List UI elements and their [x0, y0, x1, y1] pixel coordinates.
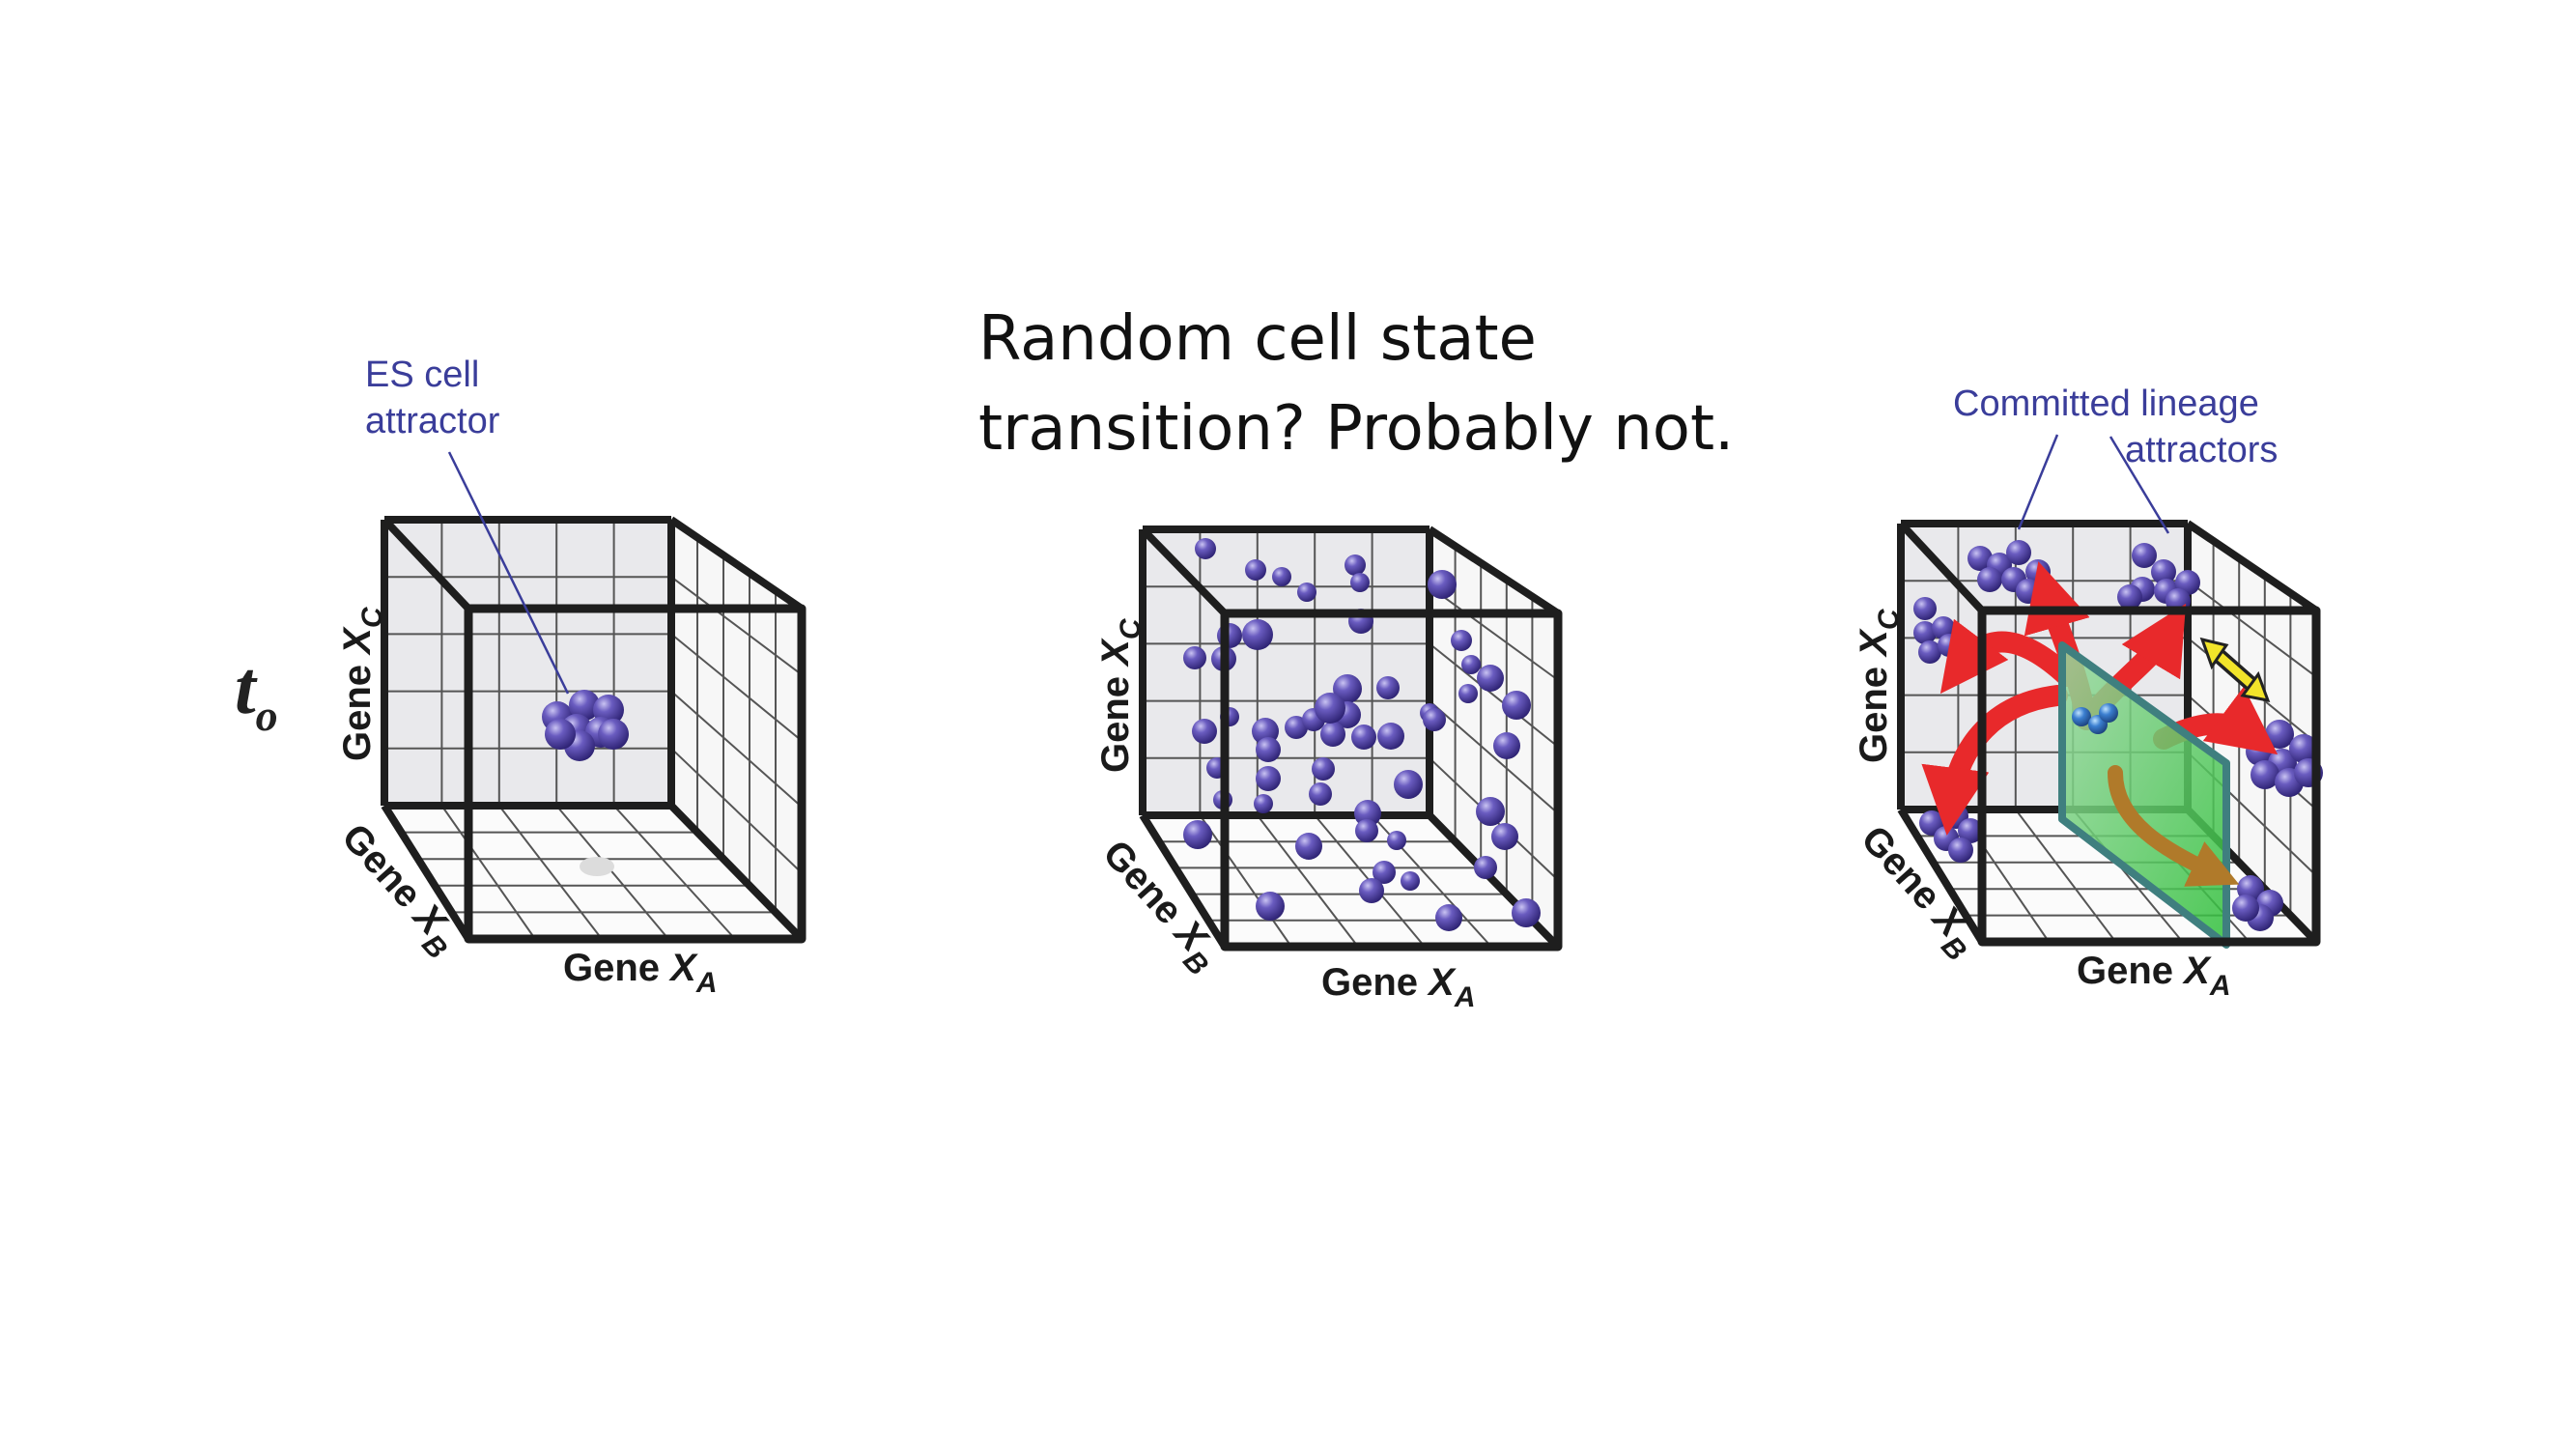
cell-state-sphere: [1435, 904, 1462, 931]
cell-state-sphere: [1355, 819, 1378, 842]
cell-state-sphere: [1458, 684, 1478, 703]
axis-label-gene-xa: Gene XA: [1321, 961, 1476, 1013]
cell-state-sphere: [1401, 871, 1420, 891]
annotation-es-pointer: [447, 451, 570, 695]
cell-state-sphere: [1476, 797, 1505, 826]
axis-label-gene-xa: Gene XA: [563, 947, 718, 999]
cube-frame: [1139, 526, 1561, 950]
progenitor-sphere: [2099, 703, 2118, 723]
cell-state-sphere: [1373, 861, 1396, 884]
random-cell-states: [1183, 538, 1541, 931]
cube-grid: [384, 520, 803, 940]
cell-state-sphere: [1297, 582, 1316, 602]
cell-state-sphere: [1315, 693, 1345, 724]
title-line-2: transition? Probably not.: [978, 393, 1734, 465]
annotation-committed-line-2: attractors: [2125, 430, 2278, 470]
cell-state-sphere: [1387, 831, 1406, 850]
title-line-1: Random cell state: [978, 303, 1537, 375]
cell-state-sphere: [598, 719, 629, 750]
cell-state-sphere: [1333, 674, 1362, 703]
cell-state-sphere: [1183, 820, 1212, 849]
cell-state-sphere: [1285, 716, 1308, 739]
cell-state-sphere: [1354, 800, 1381, 827]
annotation-committed-line-1: Committed lineage: [1953, 384, 2259, 424]
cube-front-frame: [1977, 606, 2321, 947]
cell-state-sphere: [2232, 895, 2259, 922]
cube-front-frame: [1220, 609, 1563, 952]
cell-state-sphere: [2289, 734, 2318, 763]
cell-state-sphere: [1512, 898, 1541, 927]
trajectory-arrow: [2108, 765, 2240, 887]
cell-state-sphere: [1320, 722, 1345, 747]
cube-frame: [381, 516, 805, 942]
cell-state-sphere: [1451, 630, 1472, 651]
attractor-shadow: [580, 857, 614, 876]
cell-state-sphere: [2250, 760, 2279, 789]
cell-state-sphere: [1309, 782, 1332, 806]
cell-state-sphere: [1192, 719, 1217, 744]
cell-state-sphere: [2016, 579, 2041, 604]
annotation-es-line-2: attractor: [365, 401, 500, 441]
cell-state-sphere: [1242, 619, 1273, 650]
cell-state-sphere: [1977, 567, 2002, 592]
arrow-to-lower-left-attractor: [1921, 685, 2068, 836]
cell-state-sphere: [545, 719, 576, 750]
cell-state-sphere: [1493, 732, 1520, 759]
cell-state-sphere: [1376, 676, 1400, 699]
cell-state-sphere: [1477, 665, 1504, 692]
annotation-es-line-1: ES cell: [365, 355, 479, 395]
yellow-double-arrow: [2199, 637, 2271, 702]
cell-state-sphere: [1938, 634, 1961, 657]
axis-label-gene-xc: Gene XC: [1853, 608, 1905, 763]
cell-state-sphere: [1183, 646, 1206, 669]
progenitor-cells: [2072, 703, 2118, 734]
annotation-committed-pointer-2: [2109, 436, 2170, 534]
cell-state-sphere: [1502, 691, 1531, 720]
cell-state-sphere: [1295, 833, 1322, 860]
cell-state-sphere: [1351, 724, 1376, 750]
cell-state-sphere: [1913, 597, 1937, 620]
progenitor-sphere: [2072, 707, 2091, 726]
arrow-to-left-attractor: [1939, 618, 2078, 695]
cell-state-sphere: [1195, 538, 1216, 559]
cell-state-sphere: [1256, 737, 1281, 762]
cell-state-sphere: [1491, 823, 1518, 850]
axis-label-gene-xa: Gene XA: [2077, 950, 2231, 1002]
cell-state-sphere: [1394, 770, 1423, 799]
cell-state-sphere: [2151, 559, 2176, 584]
cell-state-sphere: [1312, 757, 1335, 781]
cell-state-sphere: [1245, 559, 1266, 581]
es-cell-cluster: [542, 690, 629, 761]
axis-label-gene-xc: Gene XC: [336, 606, 388, 761]
cell-state-sphere: [1423, 708, 1446, 731]
cube-front-frame: [464, 604, 807, 944]
cell-state-sphere: [1359, 878, 1384, 903]
axis-label-gene-xc: Gene XC: [1094, 617, 1146, 773]
cell-state-sphere: [1256, 766, 1281, 791]
cell-state-sphere: [569, 690, 600, 721]
cell-state-sphere: [1474, 856, 1497, 879]
cell-state-sphere: [1918, 640, 1941, 664]
cell-state-sphere: [2117, 584, 2142, 610]
cell-state-sphere: [1350, 573, 1370, 592]
cell-state-sphere: [1377, 723, 1404, 750]
cell-state-sphere: [1272, 567, 1291, 586]
cell-state-sphere: [1254, 794, 1273, 813]
cell-state-sphere: [1345, 554, 1366, 576]
cell-state-sphere: [1948, 838, 1973, 863]
cell-state-sphere: [1461, 655, 1481, 674]
cell-state-sphere: [1256, 892, 1285, 921]
cell-state-sphere: [2006, 540, 2031, 565]
cell-state-sphere: [2132, 543, 2157, 568]
cell-state-sphere: [1913, 621, 1937, 644]
time-label: to: [235, 645, 278, 740]
cell-state-sphere: [1967, 546, 1993, 571]
annotation-committed-pointer-1: [2017, 434, 2059, 530]
cell-state-sphere: [1428, 570, 1457, 599]
